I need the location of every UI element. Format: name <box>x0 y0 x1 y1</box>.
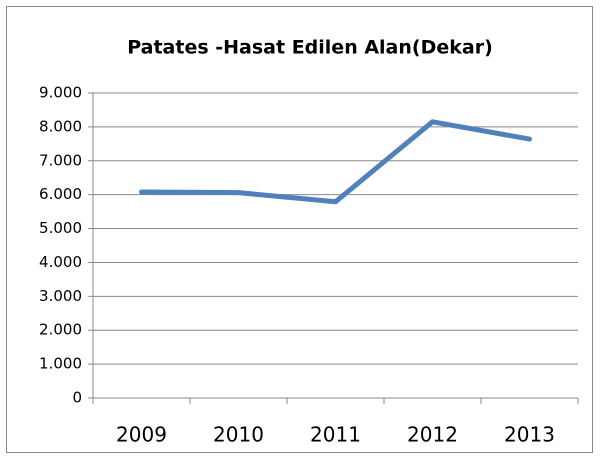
x-tick-label: 2013 <box>504 423 555 447</box>
chart-title: Patates -Hasat Edilen Alan(Dekar) <box>127 37 493 59</box>
y-tick-label: 8.000 <box>39 117 82 135</box>
y-tick-label: 5.000 <box>39 219 82 237</box>
chart-border <box>6 6 593 453</box>
y-tick-label: 9.000 <box>39 84 82 102</box>
y-tick-label: 1.000 <box>39 355 82 373</box>
y-tick-label: 0 <box>72 389 82 407</box>
y-tick-label: 6.000 <box>39 185 82 203</box>
y-tick-label: 3.000 <box>39 287 82 305</box>
x-tick-label: 2011 <box>310 423 361 447</box>
x-tick-label: 2009 <box>116 423 167 447</box>
x-tick-label: 2012 <box>407 423 458 447</box>
y-tick-label: 7.000 <box>39 151 82 169</box>
data-line <box>139 119 532 205</box>
x-tick-label: 2010 <box>213 423 264 447</box>
y-tick-label: 4.000 <box>39 253 82 271</box>
y-tick-label: 2.000 <box>39 321 82 339</box>
